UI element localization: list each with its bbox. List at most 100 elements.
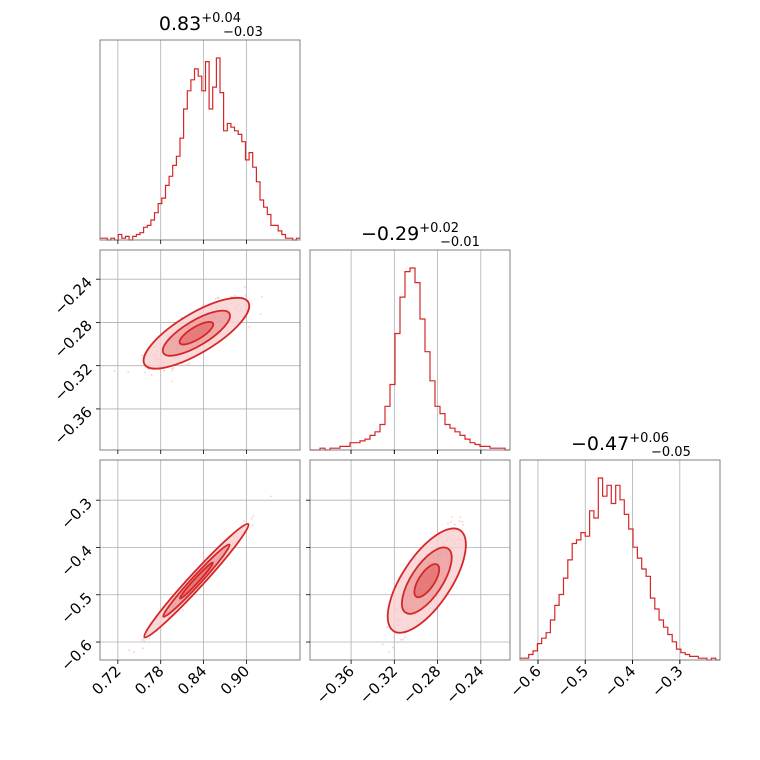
x-tick-label: −0.6: [506, 662, 544, 700]
x-tick-label: 0.78: [131, 662, 167, 698]
sample-point: [450, 520, 452, 523]
contour-level-3: [178, 321, 215, 346]
scatter-frame: [99, 249, 301, 451]
sample-point: [388, 651, 391, 653]
title-2-median: −0.29: [361, 223, 419, 245]
x-tick-label: −0.36: [313, 662, 358, 707]
x-tick-label: 0.84: [174, 662, 210, 698]
histogram-panel-3: [519, 459, 721, 664]
sample-point: [186, 363, 189, 366]
y-tick-label: −0.28: [51, 317, 96, 362]
sample-point: [451, 516, 453, 518]
scatter-panel-3: [309, 459, 511, 661]
sample-point: [150, 374, 153, 376]
histogram-panel-1: [99, 39, 301, 244]
scatter-panel-2: [99, 459, 301, 661]
scatter-frame: [99, 459, 301, 661]
sample-point: [113, 370, 116, 373]
sample-point: [381, 643, 384, 646]
sample-point: [243, 520, 246, 522]
title-3-median: −0.47: [571, 433, 629, 455]
sample-point: [142, 638, 145, 640]
sample-point: [392, 646, 394, 649]
samples-layer: [381, 516, 467, 653]
title-param-2-minus: −0.01: [440, 235, 480, 250]
sample-point: [248, 325, 251, 328]
sample-point: [260, 295, 263, 298]
histogram-frame: [99, 39, 301, 241]
sample-point: [404, 636, 406, 638]
sample-point: [127, 371, 130, 373]
sample-point: [188, 362, 191, 365]
title-param-3-minus: −0.05: [651, 445, 691, 460]
histogram-panel-2: [309, 249, 511, 454]
y-tick-label: −0.3: [57, 494, 95, 532]
title-param-3: −0.47+0.06: [571, 431, 669, 455]
sample-point: [147, 368, 150, 371]
sample-point: [171, 369, 174, 372]
sample-point: [217, 297, 220, 299]
x-tick-label: 0.90: [217, 662, 253, 698]
x-tick-label: −0.3: [648, 662, 686, 700]
x-tick-label: 0.72: [88, 662, 124, 698]
x-tick-label: −0.4: [601, 662, 639, 700]
sample-point: [252, 515, 255, 517]
sample-point: [133, 651, 135, 653]
sample-point: [259, 313, 262, 316]
x-tick-label: −0.28: [399, 662, 444, 707]
histogram-step-line: [310, 267, 510, 451]
sample-point: [251, 524, 254, 527]
sample-point: [141, 354, 144, 357]
sample-point: [244, 294, 247, 297]
samples-layer: [113, 286, 263, 383]
sample-point: [462, 523, 464, 526]
sample-point: [400, 638, 402, 641]
title-param-1-minus: −0.03: [223, 25, 263, 40]
scatter-frame: [309, 459, 511, 661]
sample-point: [393, 636, 395, 639]
x-tick-label: −0.32: [356, 662, 401, 707]
scatter-panel-1: [99, 249, 301, 451]
histogram-step-line: [520, 477, 720, 661]
sample-point: [143, 640, 146, 643]
contour-level-2: [401, 546, 453, 615]
sample-point: [140, 639, 143, 641]
histogram-frame: [519, 459, 721, 661]
histogram-frame: [309, 249, 511, 451]
title-1-plus: +0.04: [201, 11, 241, 26]
y-tick-label: −0.32: [51, 360, 96, 405]
contour-level-3: [413, 563, 441, 599]
histogram-step-line: [100, 57, 300, 241]
sample-point: [459, 516, 462, 519]
title-2-plus: +0.02: [419, 221, 459, 236]
sample-point: [250, 517, 253, 520]
title-3-plus: +0.06: [629, 431, 669, 446]
sample-point: [180, 316, 183, 319]
sample-point: [458, 520, 461, 522]
sample-point: [171, 380, 174, 383]
sample-point: [148, 637, 151, 640]
y-tick-label: −0.24: [51, 273, 96, 318]
sample-point: [182, 609, 184, 611]
x-tick-label: −0.24: [442, 662, 487, 707]
sample-point: [397, 641, 399, 644]
contour-level-3: [178, 561, 214, 600]
sample-point: [128, 649, 131, 652]
title-1-median: 0.83: [159, 13, 201, 35]
y-tick-label: −0.6: [57, 636, 95, 674]
sample-point: [402, 638, 405, 641]
samples-layer: [128, 495, 272, 653]
sample-point: [447, 522, 449, 525]
sample-point: [163, 369, 165, 372]
sample-point: [171, 367, 174, 370]
x-tick-label: −0.5: [554, 662, 592, 700]
y-tick-label: −0.5: [57, 589, 95, 627]
panels: 0.72 0.78 0.84 0.90 −0.36−0.32−0.28−0.24 −0.6…: [51, 39, 721, 707]
y-tick-label: −0.36: [51, 403, 96, 448]
sample-point: [144, 371, 147, 374]
sample-point: [142, 647, 144, 650]
sample-point: [234, 295, 236, 297]
sample-point: [243, 286, 246, 288]
title-param-2: −0.29+0.02: [361, 221, 459, 245]
